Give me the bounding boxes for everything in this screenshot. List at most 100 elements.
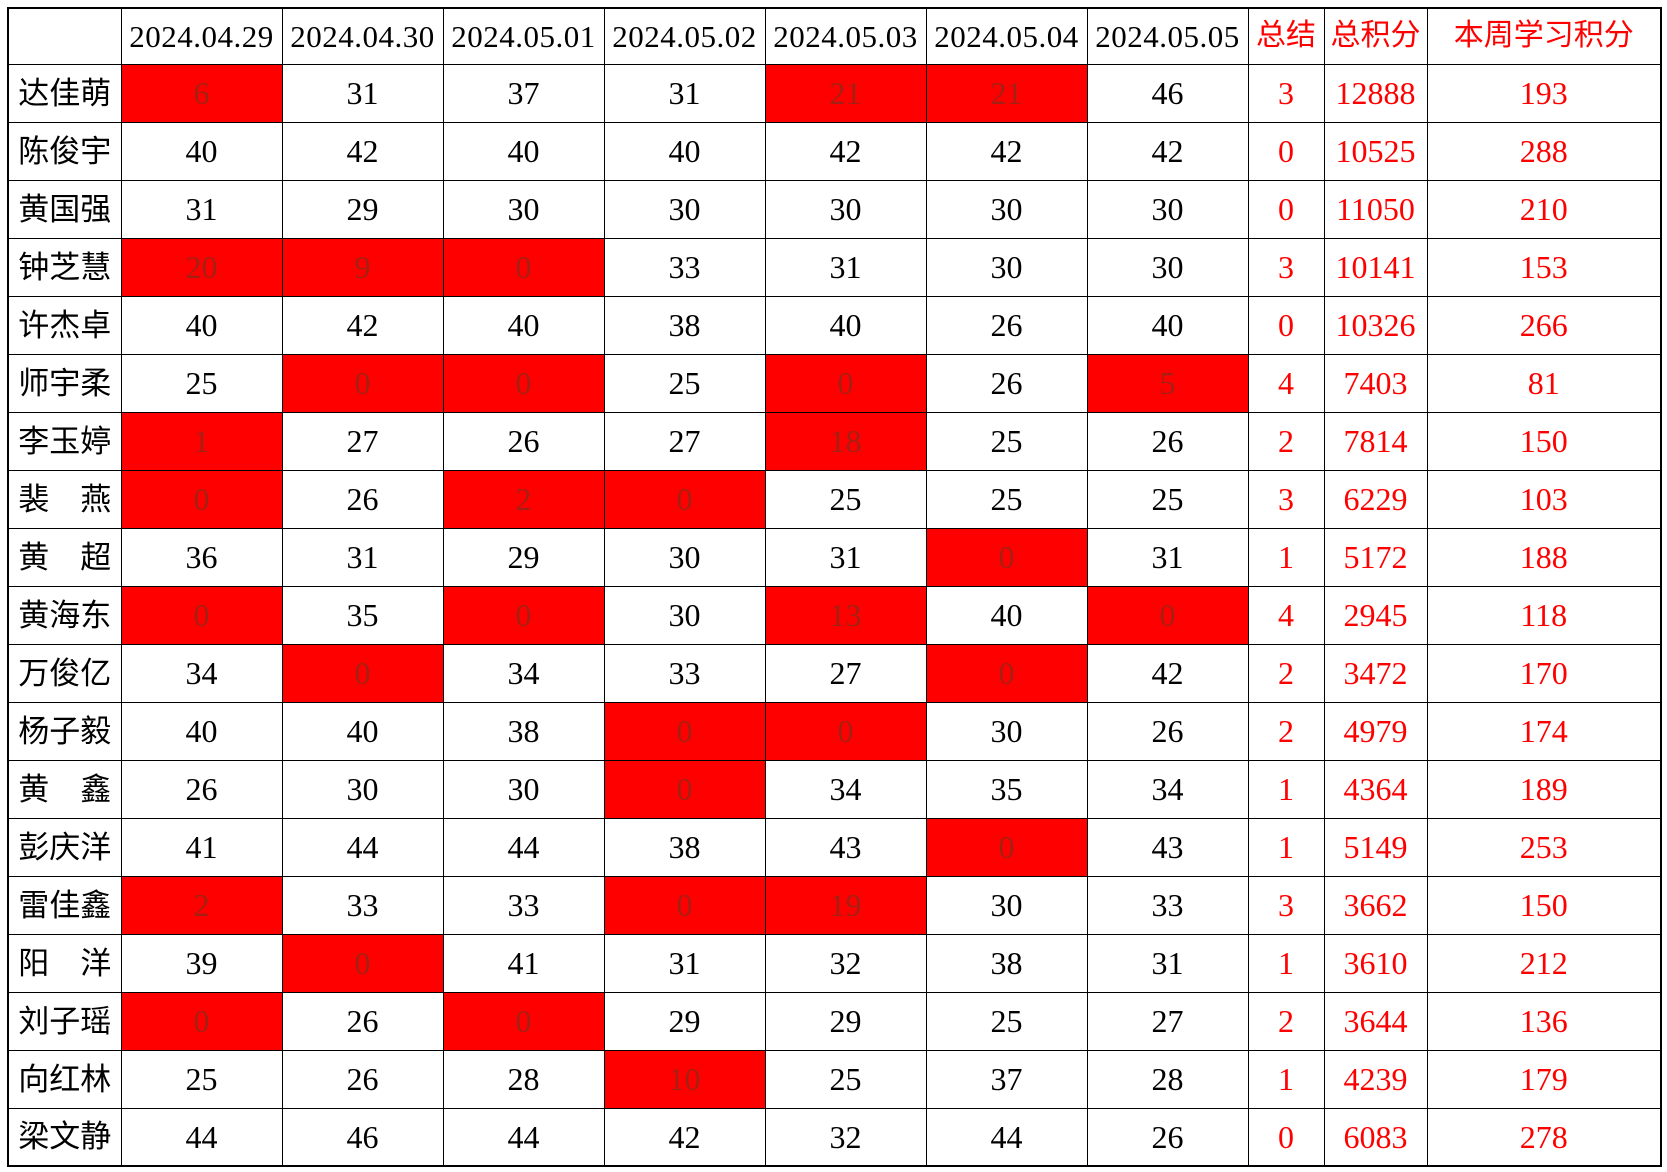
column-header-date: 2024.05.03 <box>764 7 927 65</box>
score-cell: 43 <box>764 817 927 877</box>
score-cell: 26 <box>442 411 605 471</box>
score-cell: 30 <box>925 701 1088 761</box>
weekly-points-cell: 136 <box>1426 991 1662 1051</box>
score-cell: 26 <box>925 295 1088 355</box>
score-cell-highlighted: 0 <box>281 353 444 413</box>
score-cell: 33 <box>603 237 766 297</box>
student-name: 刘子瑶 <box>7 991 122 1051</box>
score-cell-highlighted: 13 <box>764 585 927 645</box>
score-cell: 25 <box>764 1049 927 1109</box>
score-cell: 38 <box>603 817 766 877</box>
score-cell: 26 <box>281 1049 444 1109</box>
weekly-points-cell: 266 <box>1426 295 1662 355</box>
score-cell: 30 <box>603 527 766 587</box>
student-name: 万俊亿 <box>7 643 122 703</box>
table-row: 彭庆洋 41 44 44 38 43 0 43 1 5149 253 <box>7 817 1662 877</box>
column-header-date: 2024.05.04 <box>925 7 1088 65</box>
score-cell: 25 <box>925 411 1088 471</box>
score-cell-highlighted: 18 <box>764 411 927 471</box>
score-cell: 33 <box>442 875 605 935</box>
score-cell: 40 <box>764 295 927 355</box>
header-row: 2024.04.29 2024.04.30 2024.05.01 2024.05.02… <box>7 7 1662 65</box>
score-cell: 30 <box>603 179 766 239</box>
total-points-cell: 10525 <box>1323 121 1428 181</box>
score-cell-highlighted: 2 <box>442 469 605 529</box>
weekly-points-cell: 210 <box>1426 179 1662 239</box>
score-cell: 31 <box>1086 933 1249 993</box>
summary-count-cell: 4 <box>1247 585 1325 645</box>
score-cell-highlighted: 0 <box>603 469 766 529</box>
score-cell: 30 <box>442 759 605 819</box>
student-name: 黄海东 <box>7 585 122 645</box>
total-points-cell: 6229 <box>1323 469 1428 529</box>
score-cell: 33 <box>281 875 444 935</box>
score-cell: 40 <box>442 121 605 181</box>
summary-count-cell: 2 <box>1247 643 1325 703</box>
summary-count-cell: 4 <box>1247 353 1325 413</box>
score-cell: 42 <box>281 121 444 181</box>
score-cell: 42 <box>603 1107 766 1167</box>
score-cell: 27 <box>1086 991 1249 1051</box>
score-cell-highlighted: 0 <box>442 991 605 1051</box>
table-row: 杨子毅 40 40 38 0 0 30 26 2 4979 174 <box>7 701 1662 761</box>
score-cell: 25 <box>603 353 766 413</box>
table-row: 师宇柔 25 0 0 25 0 26 5 4 7403 81 <box>7 353 1662 413</box>
total-points-cell: 3644 <box>1323 991 1428 1051</box>
weekly-points-cell: 179 <box>1426 1049 1662 1109</box>
student-name: 钟芝慧 <box>7 237 122 297</box>
score-cell: 34 <box>442 643 605 703</box>
column-header-date: 2024.05.01 <box>442 7 605 65</box>
score-cell: 33 <box>1086 875 1249 935</box>
score-cell-highlighted: 0 <box>281 643 444 703</box>
score-cell-highlighted: 0 <box>603 875 766 935</box>
score-cell: 44 <box>442 817 605 877</box>
table-row: 黄 超 36 31 29 30 31 0 31 1 5172 188 <box>7 527 1662 587</box>
student-name: 彭庆洋 <box>7 817 122 877</box>
score-cell-highlighted: 19 <box>764 875 927 935</box>
total-points-cell: 3472 <box>1323 643 1428 703</box>
total-points-cell: 10141 <box>1323 237 1428 297</box>
score-cell-highlighted: 0 <box>764 701 927 761</box>
score-cell: 38 <box>603 295 766 355</box>
score-cell: 34 <box>120 643 283 703</box>
total-points-cell: 4979 <box>1323 701 1428 761</box>
score-cell: 28 <box>1086 1049 1249 1109</box>
score-cell-highlighted: 0 <box>442 353 605 413</box>
table-row: 梁文静 44 46 44 42 32 44 26 0 6083 278 <box>7 1107 1662 1167</box>
summary-count-cell: 1 <box>1247 527 1325 587</box>
score-cell-highlighted: 0 <box>925 817 1088 877</box>
column-header-summary: 总积分 <box>1323 7 1428 65</box>
table-row: 裴 燕 0 26 2 0 25 25 25 3 6229 103 <box>7 469 1662 529</box>
score-cell: 40 <box>120 701 283 761</box>
table-row: 雷佳鑫 2 33 33 0 19 30 33 3 3662 150 <box>7 875 1662 935</box>
score-cell-highlighted: 0 <box>925 643 1088 703</box>
score-cell: 31 <box>603 933 766 993</box>
score-cell: 42 <box>1086 643 1249 703</box>
score-cell: 31 <box>281 527 444 587</box>
weekly-points-cell: 103 <box>1426 469 1662 529</box>
score-cell: 34 <box>1086 759 1249 819</box>
total-points-cell: 5149 <box>1323 817 1428 877</box>
score-cell: 32 <box>764 1107 927 1167</box>
score-cell: 26 <box>1086 701 1249 761</box>
score-cell: 38 <box>442 701 605 761</box>
weekly-points-cell: 81 <box>1426 353 1662 413</box>
score-cell: 26 <box>1086 1107 1249 1167</box>
score-cell: 42 <box>281 295 444 355</box>
score-cell: 36 <box>120 527 283 587</box>
table-row: 李玉婷 1 27 26 27 18 25 26 2 7814 150 <box>7 411 1662 471</box>
student-name: 黄 鑫 <box>7 759 122 819</box>
score-cell: 26 <box>1086 411 1249 471</box>
weekly-points-cell: 288 <box>1426 121 1662 181</box>
score-cell: 30 <box>925 179 1088 239</box>
weekly-points-cell: 170 <box>1426 643 1662 703</box>
weekly-points-cell: 212 <box>1426 933 1662 993</box>
score-cell-highlighted: 10 <box>603 1049 766 1109</box>
score-cell: 34 <box>764 759 927 819</box>
score-cell-highlighted: 0 <box>120 585 283 645</box>
score-cell: 31 <box>764 237 927 297</box>
score-cell-highlighted: 0 <box>281 933 444 993</box>
total-points-cell: 7403 <box>1323 353 1428 413</box>
score-cell: 27 <box>764 643 927 703</box>
